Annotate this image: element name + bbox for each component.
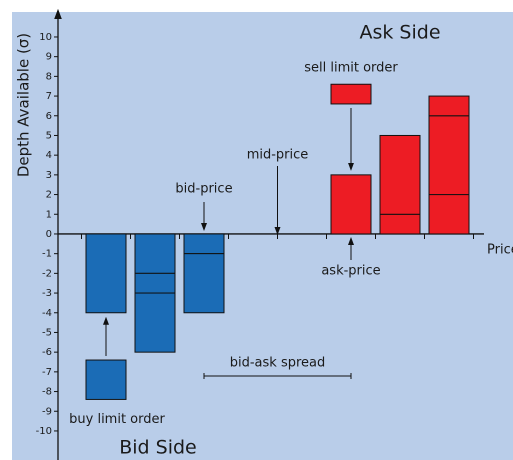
bar-segment: [428, 115, 470, 196]
y-tick-label: -2: [42, 268, 52, 279]
y-tick-label: -7: [42, 367, 52, 378]
y-axis-label: Depth Available (σ): [15, 33, 33, 177]
y-tick-label: -3: [42, 288, 52, 299]
y-tick-label: 6: [46, 111, 52, 122]
annotation: ask-price: [321, 264, 380, 279]
bar-segment: [85, 233, 127, 314]
chart-subtitle: Bid Side: [119, 437, 197, 459]
annotation: mid-price: [247, 148, 309, 163]
y-tick-label: -10: [36, 426, 52, 437]
bar-segment: [428, 194, 470, 235]
y-tick-label: 4: [46, 150, 52, 161]
y-tick-label: -4: [42, 308, 52, 319]
y-tick-label: -6: [42, 347, 52, 358]
y-tick-label: 3: [46, 170, 52, 181]
y-tick-label: -5: [42, 327, 52, 338]
bar-segment: [428, 95, 470, 117]
bar-segment: [134, 272, 176, 294]
bar-segment: [183, 233, 225, 255]
annotation: buy limit order: [69, 412, 165, 427]
bar-segment: [330, 174, 372, 235]
y-tick-label: 10: [39, 32, 52, 43]
y-tick-label: 9: [46, 52, 52, 63]
limit-order: [85, 359, 127, 400]
y-tick-label: 8: [46, 71, 52, 82]
y-tick-label: 7: [46, 91, 52, 102]
y-tick-label: -8: [42, 387, 52, 398]
bar-segment: [183, 253, 225, 314]
y-tick-label: -9: [42, 406, 52, 417]
y-tick-label: 0: [46, 229, 52, 240]
annotation: bid-price: [175, 182, 232, 197]
limit-order: [330, 83, 372, 105]
bar-segment: [379, 213, 421, 235]
bar-segment: [134, 233, 176, 274]
annotation: bid-ask spread: [230, 356, 326, 371]
bar-segment: [379, 134, 421, 215]
y-tick-label: -1: [42, 249, 52, 260]
y-tick-label: 5: [46, 130, 52, 141]
y-tick-label: 1: [46, 209, 52, 220]
annotation: sell limit order: [304, 61, 398, 76]
chart-title: Ask Side: [359, 22, 440, 44]
bar-segment: [134, 292, 176, 353]
x-axis-label: Price: [487, 243, 513, 258]
y-tick-label: 2: [46, 190, 52, 201]
